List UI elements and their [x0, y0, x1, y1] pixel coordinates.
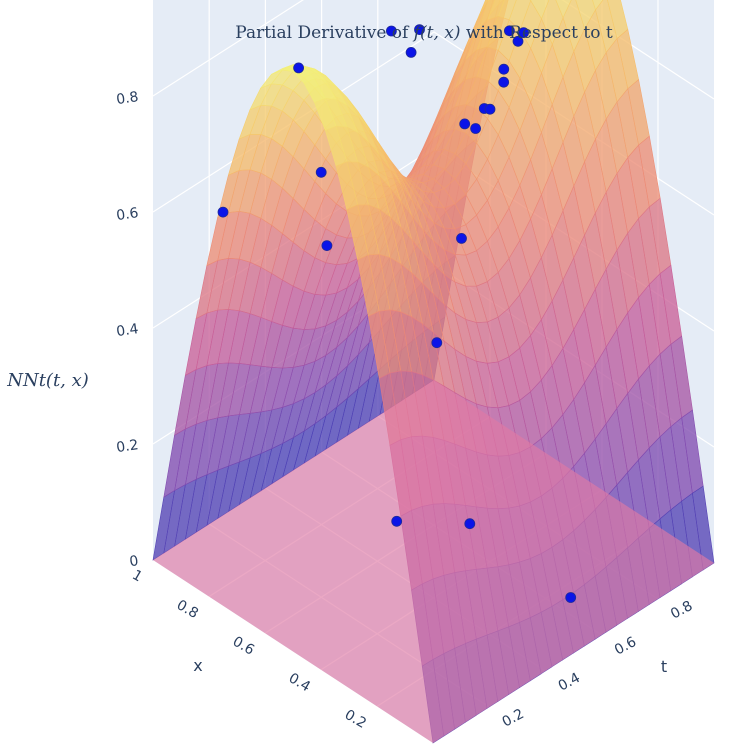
data-point[interactable] [485, 104, 495, 114]
data-point[interactable] [457, 233, 467, 243]
t-tick-label: 0.4 [556, 670, 583, 695]
z-tick-label: 0.4 [115, 321, 139, 340]
data-point[interactable] [566, 593, 576, 603]
t-tick-label: 0.2 [500, 706, 527, 731]
data-point[interactable] [218, 207, 228, 217]
data-point[interactable] [406, 47, 416, 57]
data-point[interactable] [499, 64, 509, 74]
x-tick-label: 0.8 [174, 597, 201, 622]
z-tick-label: 0.8 [115, 89, 139, 108]
data-point[interactable] [322, 241, 332, 251]
data-point[interactable] [392, 516, 402, 526]
data-point[interactable] [460, 119, 470, 129]
data-point[interactable] [499, 77, 509, 87]
t-axis-title: t [661, 657, 667, 676]
chart-title-prefix: Partial Derivative of [235, 23, 413, 43]
data-point[interactable] [471, 124, 481, 134]
z-tick-label: 0.6 [115, 205, 139, 224]
chart-title-suffix: with Respect to t [461, 23, 613, 43]
data-point[interactable] [316, 167, 326, 177]
data-point[interactable] [294, 63, 304, 73]
x-tick-label: 0.4 [286, 670, 313, 695]
z-tick-label: 0.2 [115, 437, 139, 456]
t-tick-label: 0.6 [612, 634, 639, 659]
data-point[interactable] [432, 338, 442, 348]
z-axis-title: NNt(t, x) [6, 370, 89, 391]
x-tick-label: 0.2 [342, 707, 369, 732]
data-point[interactable] [465, 519, 475, 529]
chart-title-math: f(t, x) [412, 23, 461, 43]
x-tick-label: 0.6 [230, 634, 257, 659]
x-axis-title: x [193, 656, 202, 675]
chart-title: Partial Derivative of f(t, x) with Respe… [235, 23, 613, 43]
t-tick-label: 0.8 [668, 598, 695, 623]
